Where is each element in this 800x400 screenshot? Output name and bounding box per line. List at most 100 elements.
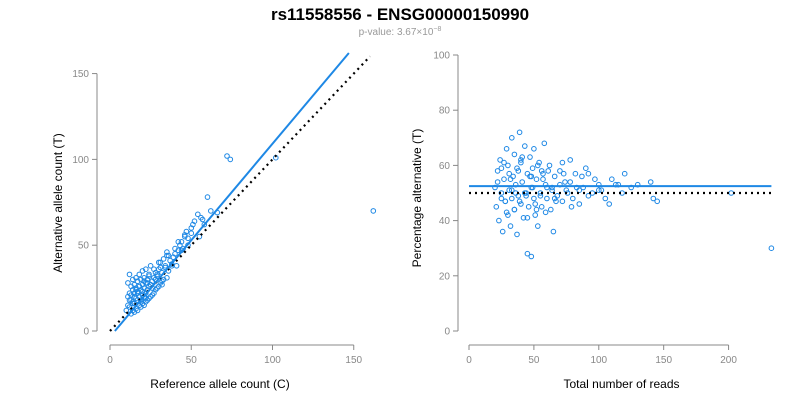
data-point <box>143 266 149 273</box>
data-point <box>164 252 170 259</box>
data-point <box>188 230 195 236</box>
data-point <box>191 218 198 224</box>
data-point <box>550 228 557 235</box>
data-point <box>136 271 143 278</box>
data-point <box>568 204 575 210</box>
data-point <box>553 198 559 205</box>
data-point <box>505 212 511 218</box>
data-point <box>516 198 523 205</box>
data-point <box>164 275 170 281</box>
data-point <box>157 264 164 271</box>
y-tick-label: 80 <box>439 106 451 117</box>
y-tick-label: 100 <box>433 51 450 62</box>
data-point <box>768 245 775 251</box>
data-point <box>551 173 558 180</box>
data-point <box>509 195 515 202</box>
data-point <box>162 263 169 269</box>
data-point <box>572 170 579 177</box>
data-point <box>531 146 537 152</box>
data-point <box>567 179 574 185</box>
data-point <box>134 307 141 314</box>
data-point <box>585 170 592 177</box>
data-point <box>159 281 165 288</box>
data-point <box>131 293 138 300</box>
data-point <box>606 201 613 207</box>
data-point <box>527 154 533 160</box>
data-point <box>160 256 167 262</box>
counts-scatter-plot: 0 50 100 150 0 50 100 150 Reference allele count… <box>51 52 377 391</box>
data-point <box>728 190 735 196</box>
data-point <box>125 302 131 309</box>
data-point <box>494 179 501 185</box>
data-point <box>525 204 532 210</box>
data-point <box>196 233 203 240</box>
fit-line <box>114 52 350 332</box>
data-point <box>514 231 520 238</box>
x-tick-label: 150 <box>345 355 362 366</box>
data-point <box>502 198 509 205</box>
data-point <box>650 195 657 202</box>
data-point <box>198 214 204 221</box>
data-point <box>146 295 152 302</box>
data-point <box>528 173 535 180</box>
y-tick-label: 150 <box>72 69 89 80</box>
data-point <box>126 271 133 278</box>
data-point <box>173 263 180 269</box>
data-point <box>585 193 592 199</box>
data-point <box>507 176 514 182</box>
data-point <box>503 146 510 152</box>
y-tick-label: 60 <box>439 161 451 172</box>
data-point <box>518 201 524 207</box>
chart-subtitle: p-value: 3.67×10−8 <box>359 26 442 38</box>
data-point <box>134 290 141 297</box>
data-point <box>563 187 570 193</box>
data-point <box>131 300 138 307</box>
data-point <box>515 193 522 199</box>
data-point <box>559 198 566 205</box>
data-point <box>562 179 568 185</box>
data-point <box>185 235 191 242</box>
data-point <box>524 215 531 221</box>
data-point <box>524 250 531 257</box>
y-tick-label: 40 <box>439 216 451 227</box>
data-point <box>154 271 160 278</box>
x-axis-title: Reference allele count (C) <box>150 377 289 391</box>
data-point <box>514 165 520 171</box>
data-point <box>494 168 501 174</box>
data-point <box>545 168 552 174</box>
p-value-exponent: −8 <box>433 26 441 33</box>
data-point <box>523 193 529 199</box>
data-point <box>647 179 654 185</box>
data-point <box>551 195 558 202</box>
data-point <box>592 176 598 182</box>
data-point <box>536 159 542 166</box>
data-point <box>544 195 550 202</box>
data-point <box>576 201 583 207</box>
data-point <box>535 162 541 169</box>
data-point <box>497 157 503 163</box>
y-tick-label: 0 <box>444 327 450 338</box>
data-point <box>169 261 175 267</box>
data-point <box>511 151 518 158</box>
data-point <box>139 288 146 295</box>
data-point <box>542 209 549 216</box>
data-point <box>519 179 526 185</box>
y-tick-label: 0 <box>83 327 89 338</box>
data-point <box>602 195 609 202</box>
data-point <box>506 170 513 177</box>
data-point <box>546 162 553 169</box>
data-point <box>538 204 545 210</box>
data-point <box>538 168 545 174</box>
data-point <box>126 297 133 303</box>
data-point <box>557 168 563 174</box>
data-point <box>493 204 500 210</box>
data-point <box>204 194 211 200</box>
data-point <box>151 266 157 273</box>
x-tick-label: 100 <box>264 355 281 366</box>
data-point <box>147 293 154 300</box>
data-point <box>529 165 536 171</box>
p-value-text: p-value: 3.67×10 <box>359 27 434 38</box>
data-point <box>507 223 514 229</box>
y-tick-label: 50 <box>78 241 90 252</box>
